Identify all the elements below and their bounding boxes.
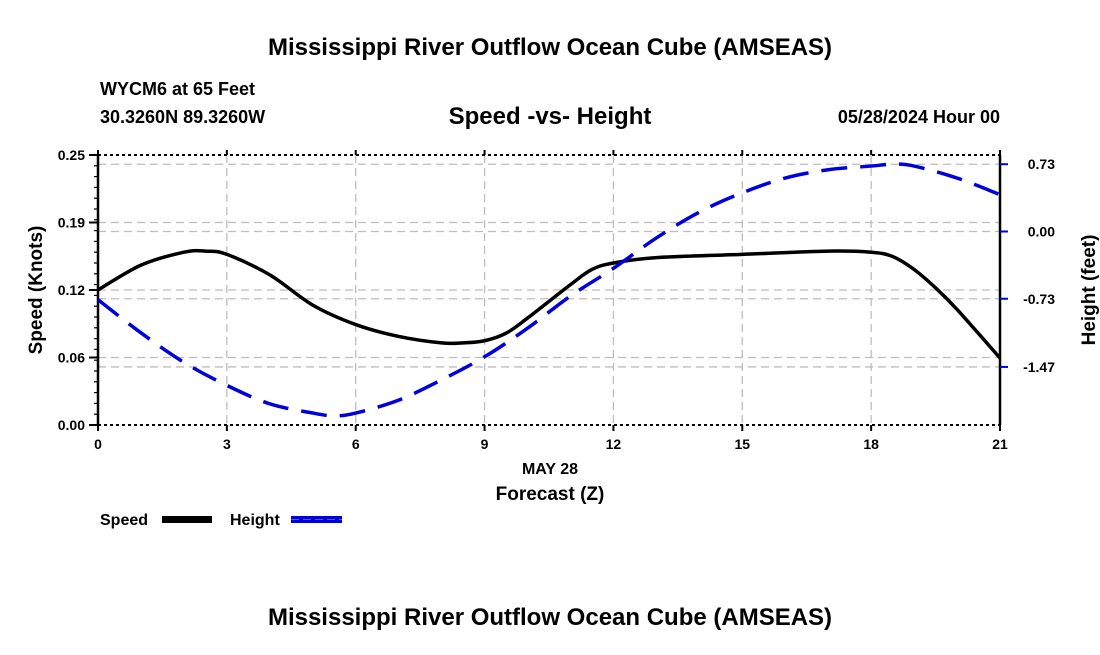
x-sublabel: MAY 28 [522, 461, 578, 478]
x-tick-label: 6 [352, 436, 360, 452]
x-tick-label: 12 [606, 436, 622, 452]
grid [98, 155, 1000, 425]
x-tick-label: 0 [94, 436, 102, 452]
legend-height-label: Height [230, 512, 280, 529]
y-tick-label: 0.25 [58, 147, 85, 163]
axes: 0 3 6 9 12 15 18 21 0.00 0.06 0.12 0.19 0.25 -1.47 -0.… [58, 147, 1055, 452]
series [96, 162, 1002, 418]
x-axis-label: Forecast (Z) [496, 484, 605, 505]
x-tick-label: 9 [481, 436, 489, 452]
chart-title: Speed -vs- Height [449, 103, 652, 130]
y2-tick-label: -1.47 [1023, 359, 1055, 375]
legend: Speed Height [100, 512, 342, 529]
legend-speed-swatch [162, 516, 212, 523]
y-tick-label: 0.12 [58, 282, 85, 298]
title-bottom: Mississippi River Outflow Ocean Cube (AM… [268, 604, 832, 631]
y2-tick-label: -0.73 [1023, 291, 1055, 307]
y-tick-label: 0.06 [58, 350, 85, 366]
datetime-label: 05/28/2024 Hour 00 [838, 107, 1000, 127]
y-tick-label: 0.00 [58, 417, 85, 433]
series-line-speed [97, 248, 1002, 360]
x-tick-label: 3 [223, 436, 231, 452]
y2-axis-label: Height (feet) [1079, 235, 1100, 346]
x-tick-label: 15 [734, 436, 750, 452]
x-tick-label: 21 [992, 436, 1008, 452]
y2-tick-label: 0.73 [1028, 156, 1055, 172]
legend-speed-label: Speed [100, 512, 148, 529]
y2-tick-label: 0.00 [1028, 223, 1055, 239]
y-axis-label: Speed (Knots) [26, 226, 47, 355]
series-line-height [96, 162, 1001, 418]
y-tick-label: 0.19 [58, 215, 85, 231]
location-label: 30.3260N 89.3260W [100, 107, 265, 127]
title-top: Mississippi River Outflow Ocean Cube (AM… [268, 34, 832, 61]
x-tick-label: 18 [863, 436, 879, 452]
station-label: WYCM6 at 65 Feet [100, 79, 255, 99]
